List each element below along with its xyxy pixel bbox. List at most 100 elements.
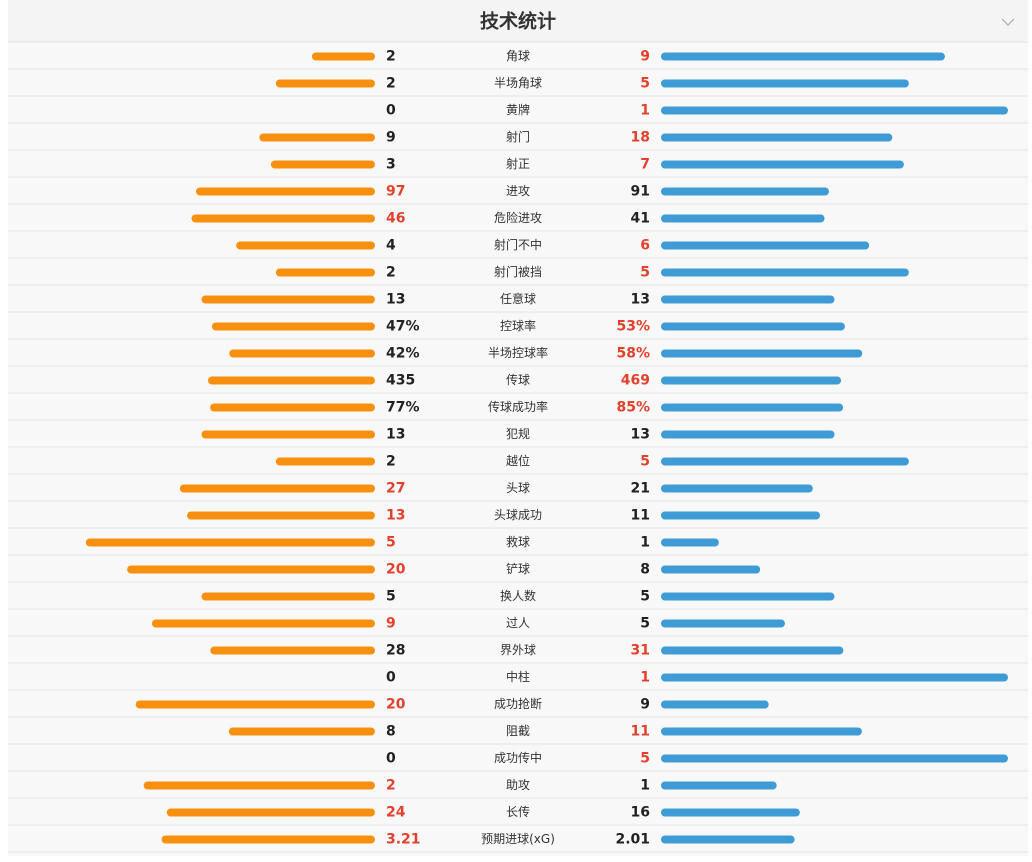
stat-name: 射正: [506, 156, 530, 171]
stat-name: 长传: [506, 804, 530, 819]
home-bar: [166, 808, 375, 817]
home-value: 0: [386, 751, 396, 767]
home-value: 2: [386, 778, 396, 794]
stat-name: 角球: [506, 49, 530, 63]
home-value: 77%: [386, 400, 420, 416]
away-bar: [661, 241, 870, 250]
away-bar: [661, 376, 842, 385]
away-value: 5: [640, 616, 650, 632]
away-bar: [661, 565, 761, 574]
stat-name: 换人数: [500, 588, 536, 603]
away-value: 9: [640, 697, 650, 713]
home-value: 46: [386, 211, 405, 227]
home-value: 47%: [386, 319, 420, 335]
home-value: 9: [386, 130, 396, 146]
away-bar: [661, 268, 909, 277]
home-value: 28: [386, 643, 405, 659]
away-bar: [661, 700, 769, 709]
home-value: 13: [386, 427, 405, 443]
stat-name: 成功传中: [494, 750, 542, 765]
home-bar: [187, 511, 375, 520]
home-value: 2: [386, 454, 396, 470]
home-bar: [210, 403, 375, 412]
away-value: 5: [640, 265, 650, 281]
stat-name: 救球: [506, 534, 530, 549]
stat-name: 半场控球率: [488, 345, 548, 360]
home-value: 3: [386, 157, 396, 173]
away-bar: [661, 754, 1008, 763]
away-value: 16: [631, 805, 650, 821]
stat-name: 越位: [506, 453, 530, 468]
home-value: 8: [386, 724, 396, 740]
home-bar: [211, 322, 375, 331]
away-bar: [661, 835, 795, 844]
stat-name: 射门不中: [494, 237, 542, 252]
home-value: 9: [386, 616, 396, 632]
home-bar: [127, 565, 376, 574]
away-bar: [661, 106, 1008, 115]
chart-title: 技术统计: [480, 10, 556, 33]
away-bar: [661, 322, 845, 331]
home-bar: [311, 52, 375, 61]
away-value: 41: [631, 211, 650, 227]
home-value: 4: [386, 238, 396, 254]
home-value: 435: [386, 373, 415, 389]
stat-name: 过人: [506, 616, 530, 630]
home-bar: [143, 781, 375, 790]
away-value: 5: [640, 751, 650, 767]
home-bar: [161, 835, 375, 844]
away-bar: [661, 808, 800, 817]
collapse-icon[interactable]: [1001, 18, 1015, 26]
stat-name: 中柱: [506, 669, 530, 684]
home-bar: [275, 79, 375, 88]
home-bar: [229, 349, 375, 358]
home-value: 27: [386, 481, 405, 497]
away-value: 18: [631, 130, 650, 146]
away-value: 5: [640, 589, 650, 605]
away-bar: [661, 52, 945, 61]
stat-name: 控球率: [500, 318, 536, 333]
away-bar: [661, 511, 821, 520]
home-bar: [201, 295, 375, 304]
stat-name: 传球: [506, 372, 530, 387]
stat-name: 头球: [506, 481, 530, 495]
home-bar: [275, 268, 375, 277]
away-value: 1: [640, 535, 650, 551]
away-bar: [661, 484, 813, 493]
away-bar: [661, 457, 909, 466]
stat-name: 阻截: [506, 724, 530, 738]
stat-name: 成功抢断: [494, 696, 542, 711]
away-value: 9: [640, 49, 650, 65]
home-bar: [208, 376, 375, 385]
stat-name: 黄牌: [506, 103, 530, 117]
home-bar: [191, 214, 375, 223]
away-value: 21: [631, 481, 650, 497]
stat-name: 危险进攻: [494, 210, 542, 225]
home-value: 5: [386, 535, 396, 551]
home-value: 20: [386, 562, 406, 578]
stat-name: 助攻: [506, 778, 530, 792]
away-value: 5: [640, 454, 650, 470]
away-value: 6: [640, 238, 650, 254]
header: [8, 0, 1028, 42]
panel: [8, 0, 1028, 856]
away-bar: [661, 79, 909, 88]
away-value: 11: [631, 508, 650, 524]
home-value: 13: [386, 292, 405, 308]
home-bar: [201, 430, 375, 439]
stat-name: 犯规: [506, 426, 530, 441]
away-value: 5: [640, 76, 650, 92]
home-bar: [151, 619, 375, 628]
stat-name: 半场角球: [494, 76, 542, 90]
away-bar: [661, 403, 844, 412]
stat-name: 铲球: [506, 561, 530, 576]
home-value: 42%: [386, 346, 420, 362]
stat-name: 进攻: [506, 184, 530, 198]
away-bar: [661, 295, 835, 304]
away-value: 1: [640, 103, 650, 119]
home-bar: [179, 484, 375, 493]
stat-name: 头球成功: [494, 508, 542, 522]
away-bar: [661, 673, 1008, 682]
